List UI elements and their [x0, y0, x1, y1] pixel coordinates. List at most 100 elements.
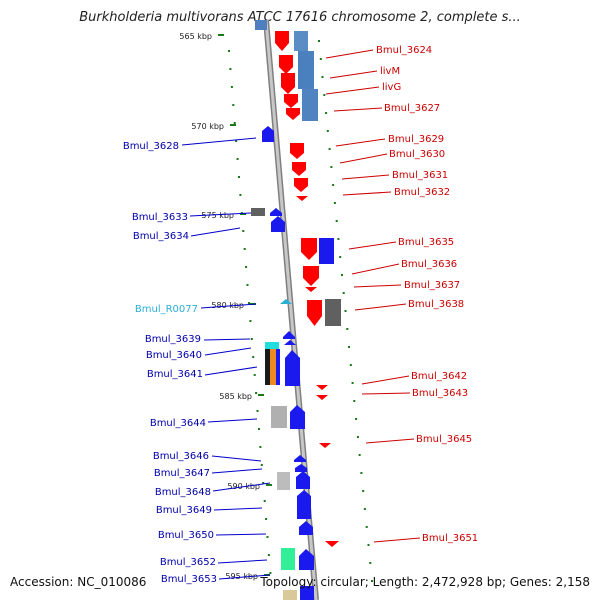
gene-block[interactable] — [255, 20, 267, 30]
gene-arrow[interactable] — [271, 216, 285, 232]
gene-label[interactable]: Bmul_3634 — [133, 231, 189, 242]
gene-arrow[interactable] — [285, 350, 300, 386]
gene-arrow[interactable] — [299, 521, 313, 535]
track-dot — [367, 544, 370, 546]
gene-block[interactable] — [277, 472, 290, 490]
gene-label[interactable]: Bmul_3630 — [389, 149, 445, 160]
gene-arrow[interactable] — [286, 108, 300, 120]
gene-label[interactable]: Bmul_3653 — [161, 574, 217, 585]
rna-label[interactable]: Bmul_R0077 — [135, 304, 198, 315]
track-dot — [349, 364, 352, 366]
kbp-marker: 565 kbp — [179, 32, 224, 41]
gene-block[interactable] — [265, 342, 279, 349]
gene-label[interactable]: Bmul_3647 — [154, 468, 210, 479]
svg-text:575 kbp: 575 kbp — [201, 211, 234, 220]
gene-block[interactable] — [298, 51, 314, 89]
track-dot — [228, 50, 230, 52]
gene-arrow[interactable] — [316, 385, 328, 390]
gene-arrow[interactable] — [290, 405, 305, 429]
gene-arrow[interactable] — [290, 143, 304, 159]
gene-label[interactable]: Bmul_3624 — [376, 45, 432, 56]
gene-arrow[interactable] — [296, 471, 310, 489]
gene-block[interactable] — [265, 349, 270, 385]
gene-arrow[interactable] — [307, 300, 322, 326]
gene-arrow[interactable] — [301, 238, 317, 260]
gene-arrow[interactable] — [299, 549, 314, 570]
gene-arrow[interactable] — [294, 178, 308, 192]
gene-label[interactable]: Bmul_3633 — [132, 212, 188, 223]
track-dot — [256, 410, 259, 412]
gene-label[interactable]: Bmul_3637 — [404, 280, 460, 291]
gene-label[interactable]: Bmul_3646 — [153, 451, 209, 462]
track-dot — [346, 328, 349, 330]
gene-label[interactable]: Bmul_3649 — [156, 505, 212, 516]
gene-label[interactable]: Bmul_3629 — [388, 134, 444, 145]
track-dot — [318, 40, 320, 42]
gene-label[interactable]: Bmul_3641 — [147, 369, 203, 380]
gene-label[interactable]: Bmul_3642 — [411, 371, 467, 382]
gene-block[interactable] — [251, 208, 265, 216]
track-dot — [339, 256, 342, 258]
track-dot — [333, 202, 336, 204]
left-gene-label-text: Bmul_3628 Bmul_3633 Bmul_3634 Bmul_R0077… — [123, 141, 217, 585]
gene-block[interactable] — [325, 299, 341, 326]
gene-arrow[interactable] — [281, 73, 295, 94]
gene-label[interactable]: Bmul_3638 — [408, 299, 464, 310]
topology-label: Topology: circular; Length: 2,472,928 bp… — [260, 575, 590, 589]
gene-label[interactable]: Bmul_3652 — [160, 557, 216, 568]
gene-block[interactable] — [319, 238, 334, 264]
gene-label[interactable]: Bmul_3643 — [412, 388, 468, 399]
track-dot — [363, 508, 366, 510]
gene-arrow[interactable] — [283, 331, 295, 339]
gene-arrow[interactable] — [262, 126, 274, 142]
rna-arrow[interactable] — [280, 299, 292, 304]
gene-label[interactable]: livG — [382, 82, 401, 93]
track-dot — [245, 266, 248, 268]
gene-label[interactable]: Bmul_3627 — [384, 103, 440, 114]
gene-label[interactable]: Bmul_3628 — [123, 141, 179, 152]
gene-label[interactable]: Bmul_3632 — [394, 187, 450, 198]
track-dot — [250, 338, 253, 340]
track-dot — [365, 526, 368, 528]
gene-arrow[interactable] — [270, 208, 282, 216]
gene-block[interactable] — [270, 349, 276, 385]
gene-label[interactable]: Bmul_3636 — [401, 259, 457, 270]
gene-block[interactable] — [276, 349, 280, 385]
gene-arrow[interactable] — [295, 464, 307, 472]
gene-arrow[interactable] — [292, 162, 306, 176]
gene-arrow[interactable] — [284, 94, 298, 108]
track-dot — [321, 76, 324, 78]
kbp-marker: 570 kbp — [191, 122, 236, 131]
gene-arrow[interactable] — [305, 287, 317, 292]
gene-label[interactable]: Bmul_3645 — [416, 434, 472, 445]
gene-label[interactable]: Bmul_3650 — [158, 530, 214, 541]
gene-block[interactable] — [271, 406, 287, 428]
gene-arrow[interactable] — [325, 541, 339, 547]
gene-arrow[interactable] — [297, 490, 311, 519]
gene-label[interactable]: Bmul_3640 — [146, 350, 202, 361]
track-dot — [369, 562, 372, 564]
gene-label[interactable]: Bmul_3639 — [145, 334, 201, 345]
gene-arrow[interactable] — [296, 196, 308, 201]
gene-arrow[interactable] — [294, 455, 306, 462]
gene-label[interactable]: Bmul_3635 — [398, 237, 454, 248]
gene-label[interactable]: Bmul_3644 — [150, 418, 206, 429]
track-dot — [342, 292, 345, 294]
gene-label[interactable]: Bmul_3648 — [155, 487, 211, 498]
track-dot — [235, 140, 238, 142]
gene-block[interactable] — [302, 89, 318, 121]
gene-block[interactable] — [300, 586, 314, 600]
gene-arrow[interactable] — [275, 31, 289, 51]
gene-arrow[interactable] — [279, 55, 293, 74]
gene-arrow[interactable] — [284, 340, 296, 345]
gene-block[interactable] — [283, 590, 297, 600]
kbp-marker: 585 kbp — [219, 392, 264, 401]
gene-label[interactable]: livM — [380, 66, 400, 77]
gene-label[interactable]: Bmul_3631 — [392, 170, 448, 181]
gene-arrow[interactable] — [316, 395, 328, 400]
gene-block[interactable] — [281, 548, 295, 570]
gene-arrow[interactable] — [319, 443, 331, 448]
gene-block[interactable] — [294, 31, 308, 51]
gene-label[interactable]: Bmul_3651 — [422, 533, 478, 544]
gene-arrow[interactable] — [303, 266, 319, 286]
